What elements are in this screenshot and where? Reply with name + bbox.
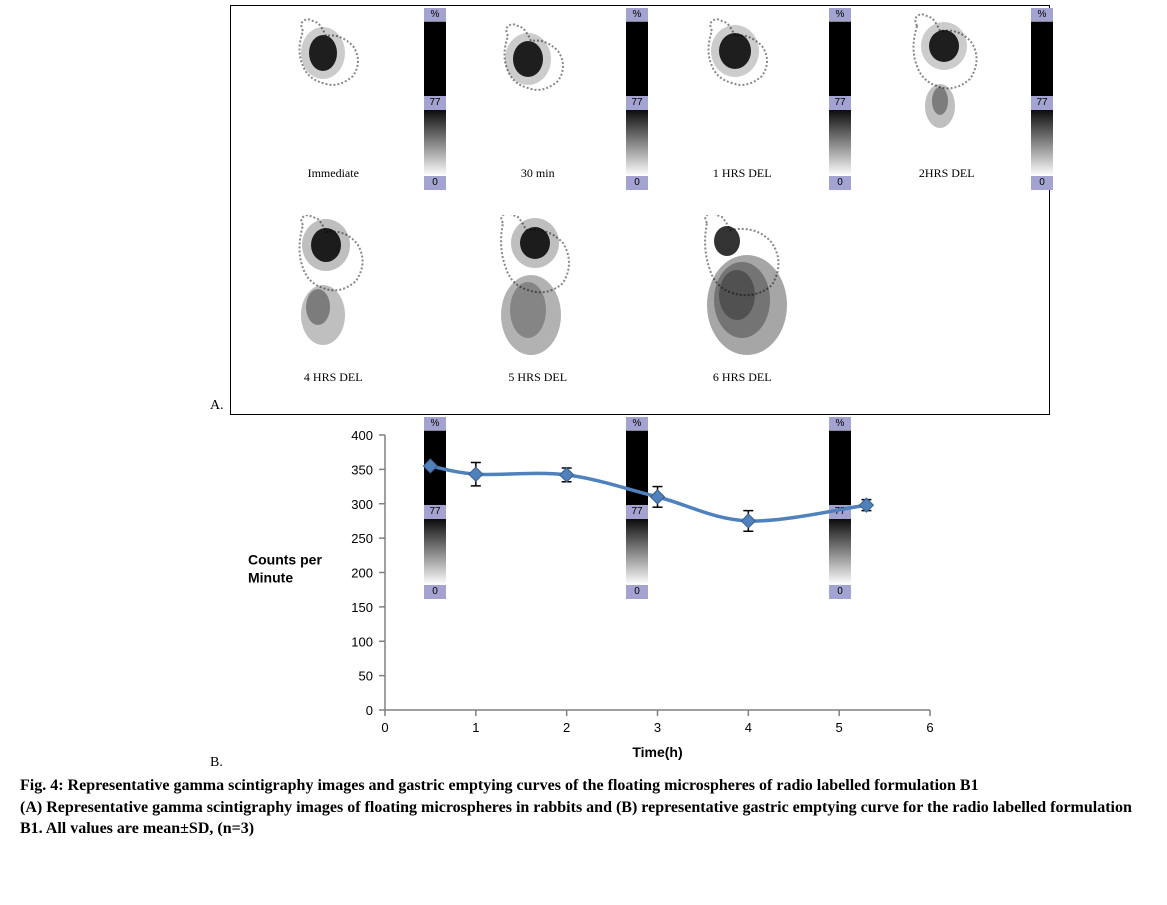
svg-text:250: 250	[351, 531, 373, 546]
svg-text:400: 400	[351, 428, 373, 443]
caption-title: Fig. 4: Representative gamma scintigraph…	[20, 777, 979, 794]
svg-text:100: 100	[351, 634, 373, 649]
svg-text:5: 5	[836, 720, 843, 735]
line-chart-svg: 0 50 100 150 200 250 300 350 400 0 1 2 3 4 5 6 Time(h) Co…	[240, 420, 960, 765]
colorbar-mid: 77	[626, 96, 648, 110]
colorbar-gradient: 77	[1031, 22, 1053, 176]
stomach-outline-icon	[677, 11, 807, 161]
scintigraphy-image: 5 HRS DEL	[453, 215, 623, 385]
colorbar: % 77 0	[424, 8, 446, 204]
stomach-outline-icon	[677, 215, 807, 365]
scintigraphy-image: 6 HRS DEL	[657, 215, 827, 385]
svg-text:Time(h): Time(h)	[632, 744, 682, 760]
colorbar-top: %	[626, 8, 648, 22]
stomach-outline-icon	[268, 11, 398, 161]
svg-text:3: 3	[654, 720, 661, 735]
panel-b-label: B.	[210, 755, 223, 771]
colorbar-top: %	[1031, 8, 1053, 22]
colorbar-bot: 0	[626, 176, 648, 190]
colorbar-bot: 0	[1031, 176, 1053, 190]
scintigraphy-image: 4 HRS DEL	[248, 215, 418, 385]
colorbar-mid: 77	[424, 96, 446, 110]
scintigraphy-image: 1 HRS DEL	[657, 11, 827, 181]
svg-text:0: 0	[366, 703, 373, 718]
svg-text:350: 350	[351, 462, 373, 477]
image-row-2: % 77 0 % 77 0 % 77 0 4 HRS DEL	[231, 210, 1049, 414]
scintigraphy-panel: % 77 0 % 77 0 % 77 0 % 77 0 Immediate	[230, 5, 1050, 415]
colorbar-top: %	[424, 8, 446, 22]
image-label: 2HRS DEL	[919, 166, 975, 181]
scintigraphy-image: Immediate	[248, 11, 418, 181]
image-label: 4 HRS DEL	[304, 370, 363, 385]
svg-text:4: 4	[745, 720, 752, 735]
stomach-outline-icon	[473, 11, 603, 161]
image-label: 6 HRS DEL	[713, 370, 772, 385]
image-row-1: % 77 0 % 77 0 % 77 0 % 77 0 Immediate	[231, 6, 1049, 210]
colorbar-gradient: 77	[626, 22, 648, 176]
svg-text:Counts per: Counts per	[248, 552, 322, 568]
image-label: Immediate	[308, 166, 359, 181]
colorbar: % 77 0	[829, 8, 851, 204]
colorbar-top: %	[829, 8, 851, 22]
svg-text:1: 1	[472, 720, 479, 735]
colorbar-gradient: 77	[829, 22, 851, 176]
panel-a-label: A.	[210, 398, 224, 414]
svg-text:300: 300	[351, 497, 373, 512]
scintigraphy-image: 30 min	[453, 11, 623, 181]
svg-text:200: 200	[351, 566, 373, 581]
colorbar-gradient: 77	[424, 22, 446, 176]
image-label: 30 min	[521, 166, 555, 181]
figure-caption: Fig. 4: Representative gamma scintigraph…	[20, 775, 1147, 840]
colorbar: % 77 0	[626, 8, 648, 204]
svg-text:50: 50	[359, 669, 373, 684]
svg-text:6: 6	[926, 720, 933, 735]
colorbar: % 77 0	[1031, 8, 1053, 204]
stomach-outline-icon	[473, 215, 603, 365]
caption-body: (A) Representative gamma scintigraphy im…	[20, 799, 1132, 838]
stomach-outline-icon	[268, 215, 398, 365]
image-label: 1 HRS DEL	[713, 166, 772, 181]
colorbar-bot: 0	[829, 176, 851, 190]
svg-text:0: 0	[381, 720, 388, 735]
svg-text:2: 2	[563, 720, 570, 735]
stomach-outline-icon	[882, 11, 1012, 161]
colorbar-bot: 0	[424, 176, 446, 190]
svg-text:150: 150	[351, 600, 373, 615]
svg-text:Minute: Minute	[248, 570, 293, 586]
gastric-emptying-chart: 0 50 100 150 200 250 300 350 400 0 1 2 3 4 5 6 Time(h) Co…	[240, 420, 960, 765]
colorbar-mid: 77	[1031, 96, 1053, 110]
image-label: 5 HRS DEL	[508, 370, 567, 385]
scintigraphy-image: 2HRS DEL	[862, 11, 1032, 181]
colorbar-mid: 77	[829, 96, 851, 110]
